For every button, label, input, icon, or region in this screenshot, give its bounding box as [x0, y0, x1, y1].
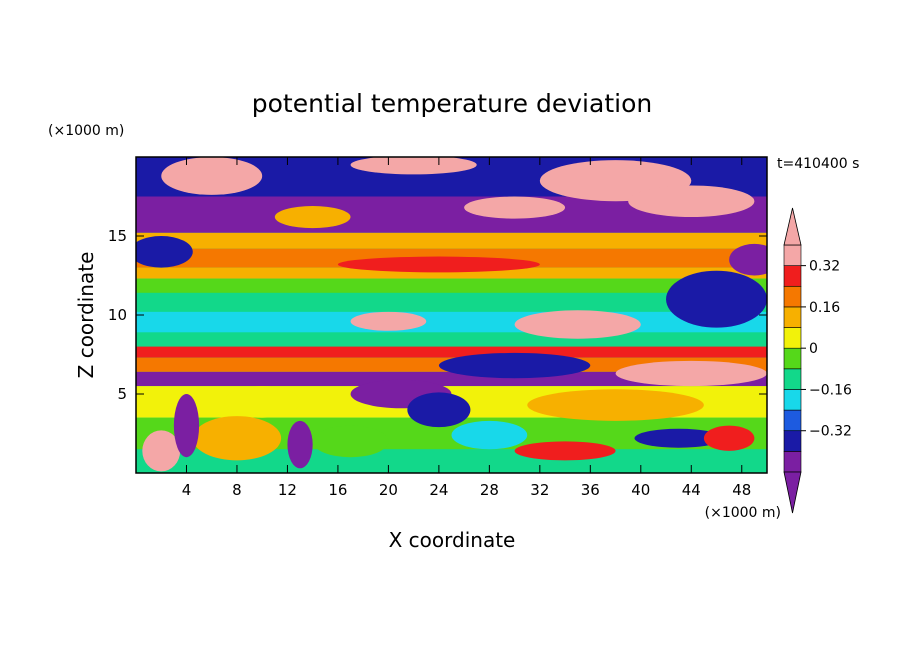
field-band: [136, 311, 767, 333]
x-tick-label: 48: [732, 481, 751, 499]
x-axis-label: X coordinate: [389, 528, 516, 552]
colorbar-extend-high: [783, 207, 802, 246]
colorbar-segment: [783, 244, 802, 266]
field-feature: [703, 425, 755, 451]
field-band: [136, 267, 767, 279]
x-tick-label: 28: [480, 481, 499, 499]
colorbar-segment: [783, 389, 802, 411]
field-feature: [438, 352, 591, 379]
x-tick-label: 44: [682, 481, 701, 499]
field-feature: [350, 311, 427, 331]
field-feature: [312, 425, 389, 458]
x-tick-label: 8: [232, 481, 242, 499]
x-tick-label: 16: [328, 481, 347, 499]
colorbar-segment: [783, 409, 802, 432]
colorbar-segment: [783, 327, 802, 349]
x-tick-label: 36: [581, 481, 600, 499]
colorbar-segment: [783, 430, 802, 452]
y-tick-label: 5: [117, 385, 127, 403]
x-tick-label: 4: [182, 481, 192, 499]
plot-field: [136, 157, 767, 473]
y-axis: 5 10 15: [108, 227, 767, 403]
field-feature: [729, 243, 767, 276]
field-band: [136, 292, 767, 312]
colorbar-tick-label: 0.16: [809, 300, 840, 316]
x-tick-label: 24: [429, 481, 448, 499]
field-band: [136, 232, 767, 249]
colorbar-segment: [783, 265, 802, 287]
field-feature: [464, 196, 566, 219]
field-feature: [136, 236, 193, 268]
field-band: [136, 371, 767, 387]
colorbar-segment: [783, 451, 802, 473]
colorbar-segment: [783, 368, 802, 390]
field-feature: [161, 157, 263, 195]
colorbar-extend-low: [783, 471, 802, 514]
field-feature: [634, 428, 723, 448]
colorbar-tick-label: −0.32: [809, 424, 852, 440]
x-axis: 4 8 12 16 20 24 28 32 36 40 44 48: [182, 157, 751, 499]
y-unit-label: (×1000 m): [48, 123, 124, 139]
y-tick-label: 10: [108, 306, 127, 324]
field-feature: [142, 430, 181, 472]
field-feature: [407, 392, 471, 428]
colorbar-tick-label: 0.32: [809, 259, 840, 275]
field-feature: [224, 386, 301, 418]
x-tick-label: 20: [379, 481, 398, 499]
y-axis-label: Z coordinate: [74, 252, 98, 379]
colorbar: −0.32 −0.16 0 0.16 0.32: [783, 207, 852, 514]
field-feature: [666, 270, 767, 328]
field-feature: [287, 420, 313, 469]
x-tick-label: 12: [278, 481, 297, 499]
field-band: [136, 332, 767, 347]
chart-title: potential temperature deviation: [252, 89, 652, 118]
colorbar-segment: [783, 347, 802, 370]
colorbar-segment: [783, 306, 802, 328]
colorbar-tick-label: −0.16: [809, 382, 852, 398]
colorbar-segment: [783, 285, 802, 308]
field-feature: [514, 441, 616, 461]
field-band: [136, 278, 767, 293]
field-feature: [514, 310, 641, 339]
field-feature: [337, 256, 540, 273]
colorbar-tick-label: 0: [809, 341, 818, 357]
field-feature: [173, 394, 200, 458]
field-feature: [451, 420, 528, 450]
field-feature: [274, 205, 351, 229]
field-feature: [527, 389, 704, 421]
field-features: [136, 157, 767, 472]
time-label: t=410400 s: [777, 156, 859, 172]
field-feature: [192, 416, 282, 461]
field-feature: [615, 360, 767, 387]
x-tick-label: 40: [631, 481, 650, 499]
field-feature: [350, 157, 477, 175]
field-feature: [628, 185, 755, 218]
field-band: [136, 346, 767, 358]
x-unit-label: (×1000 m): [705, 505, 781, 521]
y-tick-label: 15: [108, 227, 127, 245]
x-tick-label: 32: [530, 481, 549, 499]
